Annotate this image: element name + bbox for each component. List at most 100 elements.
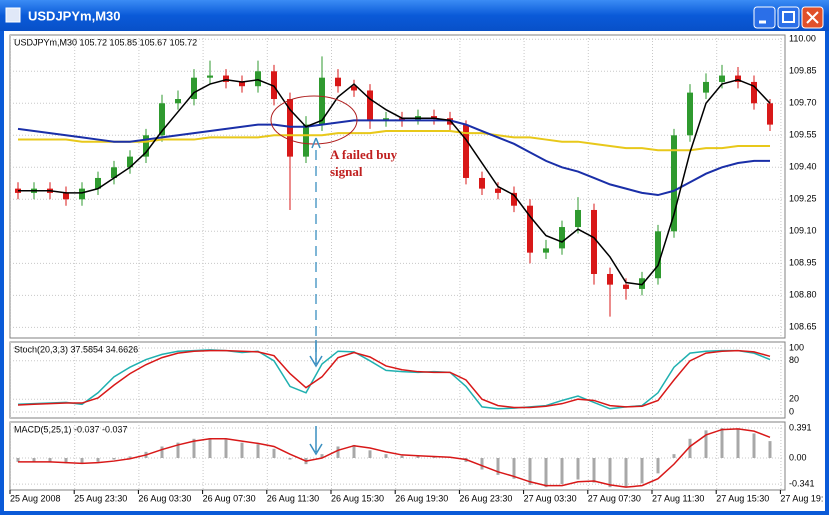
- histogram-bar: [480, 457, 484, 470]
- candle-body: [495, 188, 501, 193]
- histogram-bar: [640, 457, 644, 484]
- x-tick-label: 26 Aug 19:30: [395, 493, 448, 503]
- y-tick-label: 80: [789, 355, 799, 365]
- histogram-bar: [544, 457, 548, 488]
- histogram-bar: [672, 454, 676, 458]
- candle-body: [127, 156, 133, 168]
- pane-title: Stoch(20,3,3) 37.5854 34.6626: [14, 344, 138, 354]
- down-arrow: [309, 426, 323, 456]
- histogram-bar: [528, 457, 532, 485]
- candle-body: [239, 81, 245, 87]
- y-tick-label: 0: [789, 406, 794, 416]
- x-tick-label: 26 Aug 23:30: [459, 493, 512, 503]
- y-tick-label: 108.65: [789, 322, 817, 332]
- histogram-bar: [736, 428, 740, 458]
- candle-body: [191, 77, 197, 100]
- histogram-bar: [80, 457, 84, 464]
- histogram-bar: [64, 457, 68, 464]
- y-tick-label: 108.95: [789, 258, 817, 268]
- candle-body: [687, 92, 693, 136]
- histogram-bar: [624, 457, 628, 488]
- indicator-line: [17, 119, 770, 197]
- histogram-bar: [432, 456, 436, 458]
- candle-body: [735, 75, 741, 82]
- pane-title: USDJPYm,M30 105.72 105.85 105.67 105.72: [14, 37, 197, 47]
- y-tick-label: 109.85: [789, 66, 817, 76]
- window-icon: [5, 7, 21, 23]
- price-pane: [9, 34, 786, 339]
- y-tick-label: 100: [789, 342, 804, 352]
- indicator-line: [18, 428, 771, 488]
- candle-body: [607, 273, 613, 285]
- histogram-bar: [288, 457, 292, 460]
- histogram-bar: [656, 457, 660, 474]
- y-tick-label: 109.40: [789, 162, 817, 172]
- x-tick-label: 27 Aug 15:30: [716, 493, 769, 503]
- histogram-bar: [160, 446, 164, 458]
- x-tick-label: 27 Aug 07:30: [588, 493, 641, 503]
- candle-body: [111, 167, 117, 178]
- candle-body: [399, 118, 405, 121]
- y-tick-label: 0.391: [789, 422, 812, 432]
- histogram-bar: [320, 454, 324, 458]
- candle-body: [143, 135, 149, 157]
- window-buttons: [753, 6, 824, 29]
- candle-body: [703, 81, 709, 93]
- minimize-button[interactable]: [753, 6, 776, 29]
- x-tick-label: 26 Aug 15:30: [331, 493, 384, 503]
- histogram-bar: [608, 457, 612, 488]
- histogram-bar: [384, 454, 388, 458]
- up-arrow: [311, 137, 321, 149]
- x-tick-label: 26 Aug 03:30: [138, 493, 191, 503]
- indicator-line: [18, 79, 771, 286]
- candle-body: [287, 99, 293, 157]
- x-tick-label: 26 Aug 11:30: [267, 493, 319, 503]
- histogram-bar: [256, 444, 260, 458]
- histogram-bar: [416, 456, 420, 458]
- histogram-bar: [112, 457, 116, 460]
- candle-body: [575, 209, 581, 228]
- candle-body: [271, 71, 277, 100]
- y-tick-label: 109.70: [789, 98, 817, 108]
- histogram-bar: [704, 430, 708, 458]
- histogram-bar: [272, 448, 276, 458]
- candle-body: [223, 75, 229, 82]
- histogram-bar: [240, 442, 244, 458]
- close-glyph: [806, 11, 819, 24]
- y-tick-label: 109.25: [789, 194, 817, 204]
- title-bar: [0, 0, 829, 31]
- x-tick-label: 27 Aug 19:: [780, 493, 823, 503]
- candle-body: [511, 192, 517, 206]
- candle-body: [79, 188, 85, 200]
- histogram-bar: [192, 438, 196, 458]
- annotation-text: signal: [330, 164, 363, 179]
- histogram-bar: [176, 442, 180, 458]
- histogram-bar: [352, 444, 356, 458]
- histogram-bar: [752, 433, 756, 458]
- candle-body: [479, 177, 485, 189]
- x-tick-label: 25 Aug 23:30: [74, 493, 127, 503]
- histogram-bar: [368, 450, 372, 458]
- annotation: A failed buy signal: [270, 95, 398, 456]
- indicator-line: [18, 130, 770, 152]
- candle-body: [751, 81, 757, 104]
- y-tick-label: 108.80: [789, 290, 817, 300]
- window-title: USDJPYm,M30: [28, 8, 120, 23]
- maximize-button[interactable]: [777, 6, 800, 29]
- x-tick-label: 26 Aug 07:30: [203, 493, 256, 503]
- candle-body: [207, 75, 213, 78]
- histogram-bar: [496, 457, 500, 475]
- indicator-line: [17, 349, 771, 409]
- plot: 25 Aug 2008 25 Aug 23:30 26 Aug 03:30 26 Au…: [9, 34, 823, 503]
- candle-body: [383, 118, 389, 121]
- candle-body: [95, 177, 101, 189]
- candle-body: [351, 86, 357, 91]
- histogram-bar: [336, 446, 340, 458]
- x-tick-label: 27 Aug 03:30: [524, 493, 577, 503]
- candle-body: [543, 248, 549, 253]
- x-tick-label: 25 Aug 2008: [10, 493, 61, 503]
- candle-body: [303, 124, 309, 157]
- histogram-bar: [48, 457, 52, 463]
- candle-body: [559, 227, 565, 249]
- candle-body: [719, 75, 725, 82]
